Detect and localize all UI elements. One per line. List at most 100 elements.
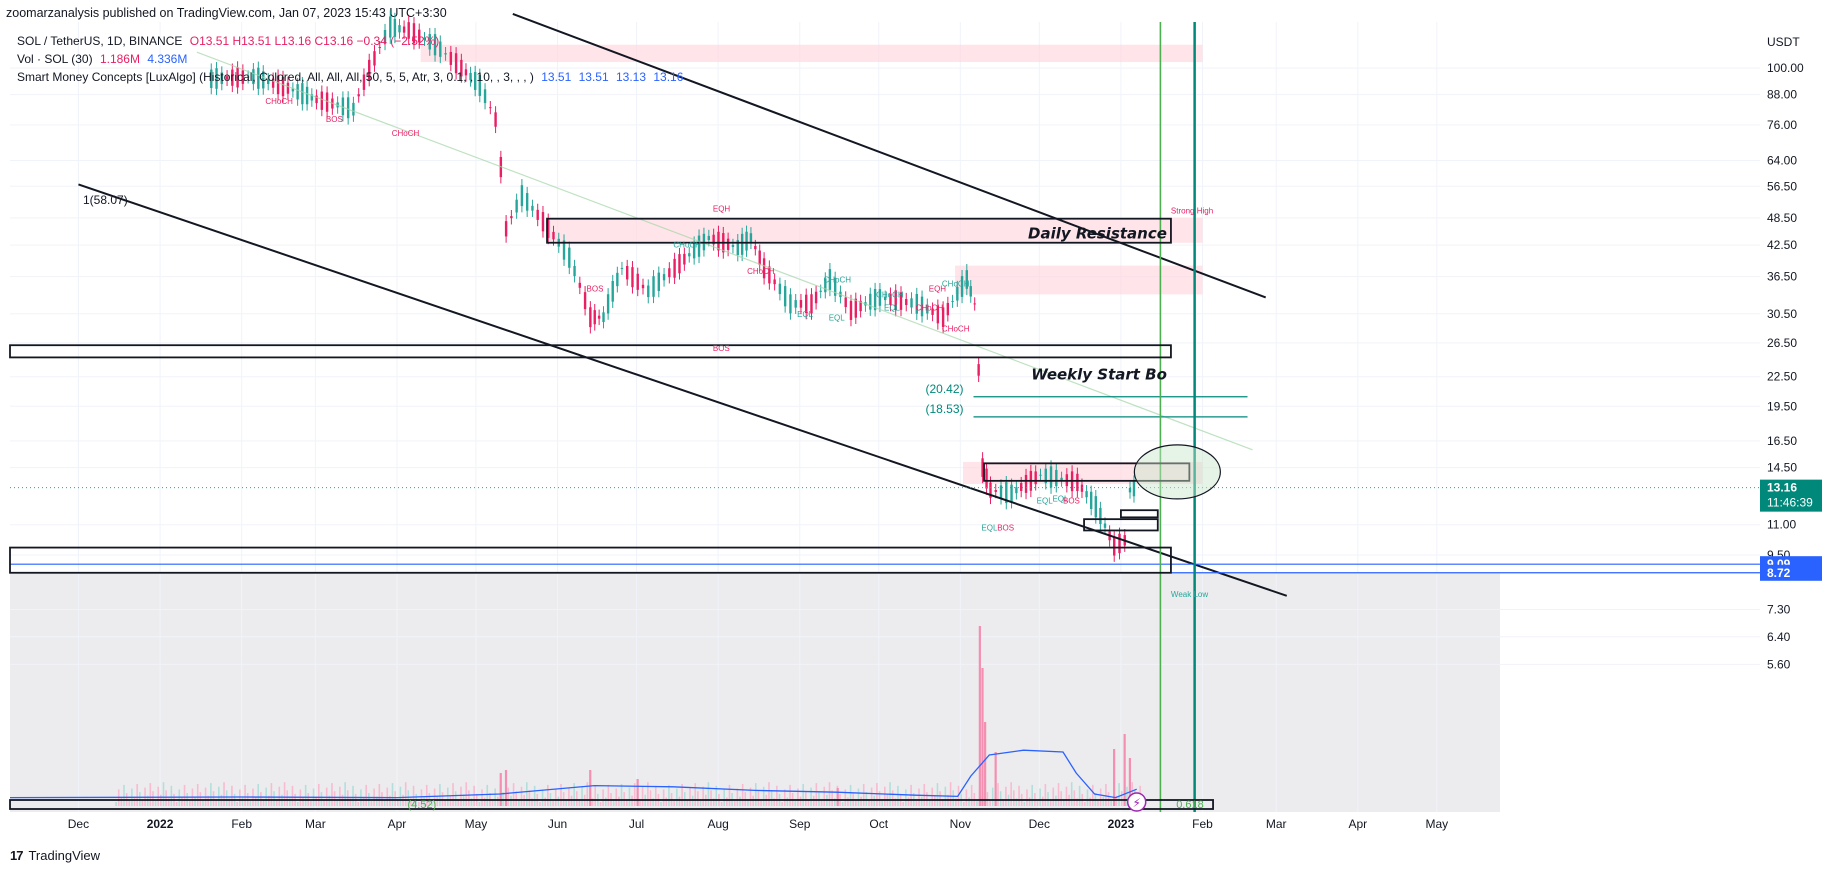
volume-bar	[346, 790, 349, 806]
volume-bar	[665, 797, 668, 806]
zone-boxes	[9, 217, 1221, 810]
volume-bar	[444, 800, 446, 806]
volume-bar	[689, 787, 691, 806]
smc-label: EQL	[829, 314, 846, 323]
volume-bar	[575, 791, 578, 806]
volume-bar	[744, 792, 747, 806]
volume-bar	[339, 786, 341, 806]
candle-body	[573, 265, 576, 277]
volume-bar	[336, 799, 339, 806]
volume-bar	[736, 788, 739, 806]
candle-body	[418, 29, 421, 43]
candle-body	[536, 209, 539, 220]
legend-volume-row: Vol · SOL (30) 1.186M 4.336M	[17, 52, 187, 66]
candle-body	[783, 286, 787, 307]
grid	[10, 22, 1760, 822]
volume-bar	[720, 802, 723, 806]
volume-bar	[662, 789, 665, 806]
volume-bar	[370, 801, 373, 806]
candle-body	[562, 240, 566, 260]
volume-bar	[296, 802, 299, 806]
candle-body	[1128, 487, 1132, 493]
volume-bar	[1002, 799, 1005, 806]
volume-bar	[678, 796, 681, 806]
volume-bar	[183, 784, 186, 806]
candle-body	[844, 297, 847, 308]
volume-bar	[1049, 800, 1052, 806]
candle-body	[583, 292, 587, 310]
volume-bar	[847, 797, 849, 806]
legend-indicator-row: Smart Money Concepts [LuxAlgo] (Historic…	[17, 70, 683, 84]
volume-bar	[810, 787, 812, 806]
candle-body	[231, 69, 234, 86]
volume-bar	[789, 784, 791, 806]
candle-body	[915, 293, 918, 314]
volume-bar	[768, 782, 770, 806]
volume-bar	[978, 626, 981, 806]
volume-bar	[673, 801, 675, 806]
legend-indicator-value: 13.51	[578, 70, 609, 84]
volume-bar	[196, 784, 199, 806]
candle-body	[758, 250, 761, 265]
volume-bar	[860, 796, 862, 806]
candle-body	[602, 312, 605, 323]
x-tick-label: Mar	[1266, 817, 1287, 831]
volume-bar	[1018, 785, 1020, 806]
y-axis-title: USDT	[1767, 35, 1800, 49]
candle-body	[271, 78, 275, 88]
volume-bar	[128, 801, 131, 806]
volume-bar	[236, 802, 238, 806]
volume-bar	[770, 790, 773, 806]
candle-body	[1049, 466, 1053, 488]
candle-body	[994, 490, 997, 492]
volume-bar	[962, 802, 965, 806]
candle-body	[407, 22, 410, 39]
volume-bar	[494, 788, 496, 806]
volume-bar	[652, 798, 654, 806]
volume-bar	[1113, 749, 1116, 806]
x-tick-label: Aug	[707, 817, 728, 831]
candle-body	[869, 293, 872, 310]
smc-label: CHoCH	[265, 97, 293, 106]
volume-bar	[465, 782, 468, 806]
bottom-label: 0.618	[1176, 799, 1204, 811]
volume-bar	[739, 796, 741, 806]
smc-label: CHoCH	[823, 275, 851, 284]
y-tick-label: 14.50	[1767, 461, 1797, 475]
candle-body	[262, 71, 265, 89]
zone-box	[1083, 518, 1159, 532]
candle-body	[1094, 496, 1097, 518]
volume-bar	[636, 779, 639, 806]
zone-box	[9, 344, 1172, 359]
volume-bar	[167, 798, 170, 806]
candle-body	[894, 290, 897, 311]
legend-volume-ma: 4.336M	[147, 52, 188, 66]
candle-body	[662, 274, 666, 281]
volume-bar	[136, 784, 138, 806]
volume-bar	[254, 796, 257, 806]
candle-body	[1024, 474, 1028, 493]
smc-label: EQL	[981, 523, 998, 532]
volume-bar	[446, 787, 449, 806]
volume-bar	[357, 802, 360, 806]
volume-bar	[728, 784, 731, 806]
candle-body	[768, 266, 771, 284]
volume-bar	[773, 798, 776, 806]
volume-bar	[918, 788, 920, 806]
volume-bar	[870, 787, 873, 806]
volume-bar	[989, 800, 991, 806]
volume-bar	[1052, 787, 1055, 806]
y-tick-label: 5.60	[1767, 657, 1791, 671]
smc-label: EQL	[797, 310, 814, 319]
volume-bar	[412, 785, 415, 806]
candle-body	[1039, 474, 1042, 476]
smc-label: BOS	[326, 115, 343, 124]
volume-bar	[802, 784, 804, 806]
candle-body	[389, 16, 392, 38]
price-tag-value: 8.72	[1767, 566, 1791, 580]
footer-brand[interactable]: 17 TradingView	[10, 848, 100, 863]
candle-body	[883, 296, 887, 301]
legend-indicator-value: 13.51	[541, 70, 572, 84]
volume-bar	[681, 784, 683, 806]
